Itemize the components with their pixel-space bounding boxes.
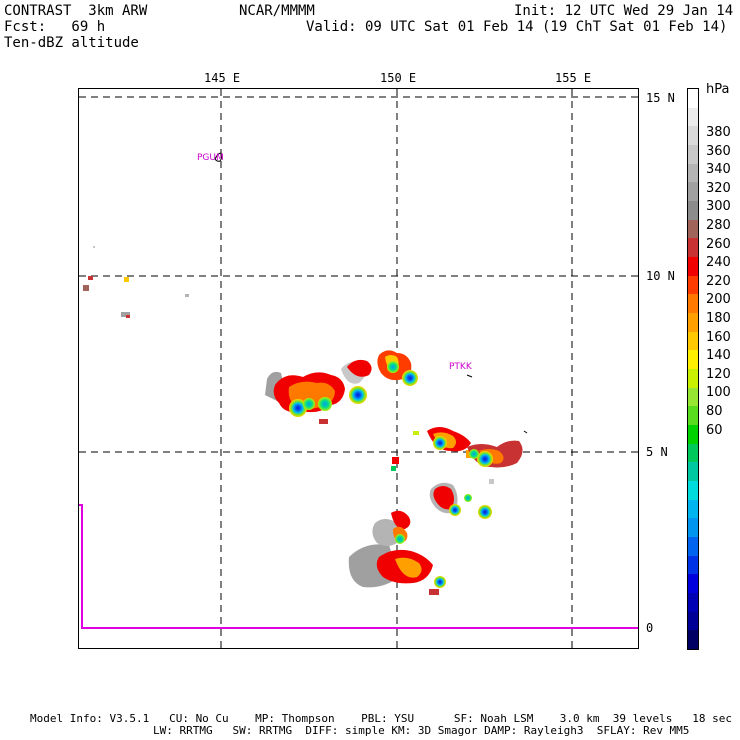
colorbar-unit: hPa xyxy=(706,82,730,97)
field-name: Ten-dBZ altitude xyxy=(4,35,139,51)
lat-label-0: 0 xyxy=(646,621,654,635)
colorbar-swatch xyxy=(688,126,698,146)
colorbar-swatch xyxy=(688,443,698,463)
colorbar-swatch xyxy=(688,425,698,445)
minor-echoes xyxy=(83,246,494,595)
lon-label-150: 150 E xyxy=(380,71,417,85)
station-label-ptkk: PTKK xyxy=(449,362,472,372)
colorbar-swatch xyxy=(688,537,698,557)
colorbar-label: 280 xyxy=(706,218,731,233)
colorbar-label: 360 xyxy=(706,143,731,159)
colorbar-label: 200 xyxy=(706,292,731,308)
colorbar-label: 220 xyxy=(706,273,731,289)
colorbar-swatch xyxy=(688,481,698,501)
colorbar-swatch xyxy=(688,145,698,165)
colorbar-swatch xyxy=(688,406,698,426)
echo-cell xyxy=(413,431,419,435)
colorbar-swatch xyxy=(688,313,698,333)
model-info-line2: LW: RRTMG SW: RRTMG DIFF: simple KM: 3D … xyxy=(153,724,690,737)
coastlines xyxy=(214,96,528,434)
chuuk-outline xyxy=(466,374,473,378)
colorbar-label: 320 xyxy=(706,180,731,196)
echo-cell xyxy=(124,277,129,282)
echo-cell xyxy=(319,419,328,424)
convective-cluster-a xyxy=(265,371,345,417)
map-panel: PGUM PTKK xyxy=(78,88,639,649)
colorbar-label: 300 xyxy=(706,199,731,215)
forecast-hour: Fcst: 69 h xyxy=(4,19,106,35)
colorbar-label: 60 xyxy=(706,422,723,438)
colorbar-swatch xyxy=(688,593,698,613)
colorbar-swatch xyxy=(688,574,698,594)
lat-label-10: 10 N xyxy=(646,269,675,283)
colorbar-label: 180 xyxy=(706,311,731,326)
lon-label-145: 145 E xyxy=(204,71,241,85)
echo-cell xyxy=(429,589,439,595)
domain-boundary xyxy=(79,504,638,629)
echo-cell xyxy=(391,466,396,471)
colorbar-swatch xyxy=(688,163,698,183)
colorbar-swatch xyxy=(688,331,698,351)
guam-outline xyxy=(214,152,223,162)
echo-cell xyxy=(126,315,130,318)
echo-cell xyxy=(489,479,494,484)
echo-cell xyxy=(392,457,399,464)
map-canvas xyxy=(79,89,638,648)
institution: NCAR/MMMM xyxy=(239,3,315,19)
convective-cluster-d xyxy=(429,482,492,519)
colorbar-label: 380 xyxy=(706,125,731,140)
colorbar-swatch xyxy=(688,462,698,482)
colorbar-swatch xyxy=(688,201,698,221)
echo-cell xyxy=(93,246,95,248)
echo-cell xyxy=(121,312,130,317)
colorbar-swatch xyxy=(688,107,698,127)
lat-label-5: 5 N xyxy=(646,445,668,459)
init-time: Init: 12 UTC Wed 29 Jan 14 xyxy=(514,3,734,19)
colorbar-swatch xyxy=(688,630,698,650)
colorbar-label: 340 xyxy=(706,162,731,178)
convective-cluster-c xyxy=(427,427,523,468)
model-info-line1: Model Info: V3.5.1 CU: No Cu MP: Thompso… xyxy=(30,712,732,725)
echo-cell xyxy=(88,276,93,280)
colorbar xyxy=(687,88,699,650)
colorbar-swatch xyxy=(688,369,698,389)
colorbar-label: 160 xyxy=(706,329,731,345)
colorbar-swatch xyxy=(688,257,698,277)
colorbar-swatch xyxy=(688,518,698,538)
colorbar-label: 80 xyxy=(706,404,723,419)
colorbar-label: 120 xyxy=(706,366,731,382)
colorbar-swatch xyxy=(688,350,698,370)
colorbar-swatch xyxy=(688,182,698,202)
valid-time: Valid: 09 UTC Sat 01 Feb 14 (19 ChT Sat … xyxy=(306,19,728,35)
colorbar-swatch xyxy=(688,555,698,575)
convective-cluster-b xyxy=(341,350,418,404)
colorbar-label: 140 xyxy=(706,348,731,364)
echo-cell xyxy=(83,285,89,291)
island-outline xyxy=(523,430,528,434)
convective-cluster-e xyxy=(348,510,446,588)
station-label-pgum: PGUM xyxy=(197,153,224,163)
model-title: CONTRAST 3km ARW xyxy=(4,3,148,19)
colorbar-swatch xyxy=(688,499,698,519)
colorbar-swatch xyxy=(688,238,698,258)
lon-label-155: 155 E xyxy=(555,71,592,85)
lat-label-15: 15 N xyxy=(646,91,675,105)
colorbar-swatch xyxy=(688,89,698,109)
echo-cell xyxy=(185,294,189,297)
colorbar-swatch xyxy=(688,611,698,631)
colorbar-label: 240 xyxy=(706,255,731,271)
colorbar-label: 100 xyxy=(706,385,731,401)
colorbar-swatch xyxy=(688,387,698,407)
colorbar-swatch xyxy=(688,219,698,239)
colorbar-swatch xyxy=(688,275,698,295)
colorbar-label: 260 xyxy=(706,236,731,252)
colorbar-swatch xyxy=(688,294,698,314)
